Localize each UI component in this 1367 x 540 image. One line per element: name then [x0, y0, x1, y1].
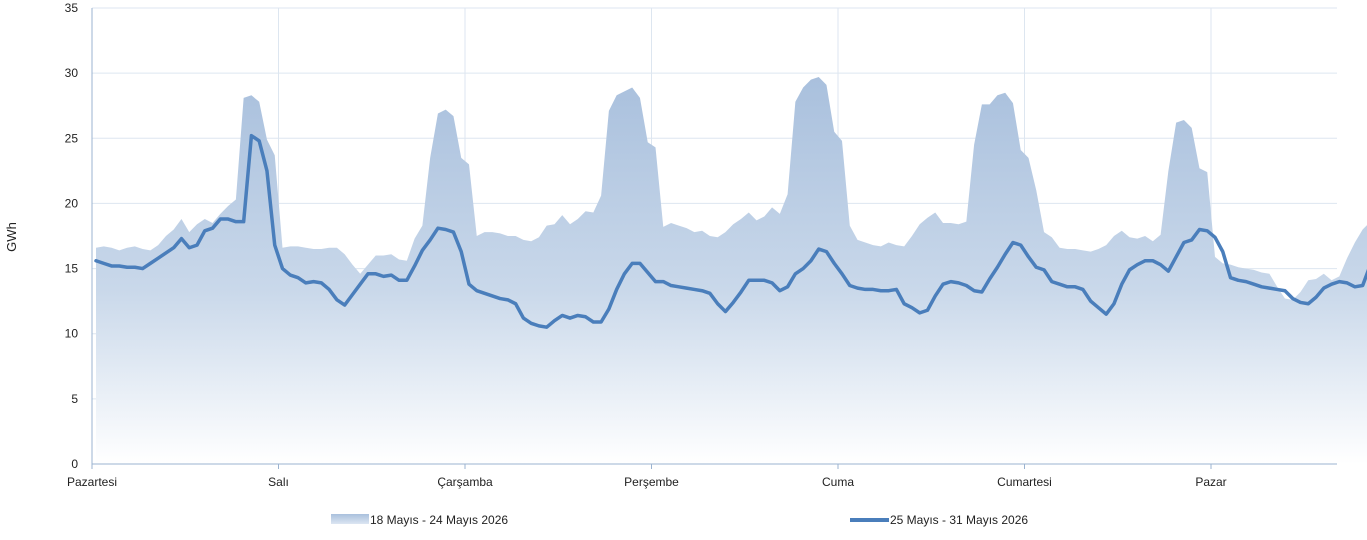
x-tick-label: Çarşamba [437, 475, 493, 489]
line-series-25-31-mayis [94, 133, 1367, 329]
y-tick-label: 10 [65, 327, 79, 341]
x-tick-label: Pazartesi [67, 475, 117, 489]
area-series-layer [96, 77, 1367, 464]
x-tick-label: Cuma [822, 475, 854, 489]
area-series-18-24-mayis [96, 77, 1367, 464]
line-series-layer [94, 133, 1367, 329]
legend-item-line: 25 Mayıs - 31 Mayıs 2026 [850, 513, 1028, 527]
y-tick-label: 5 [71, 392, 78, 406]
x-tick-label: Pazar [1195, 475, 1226, 489]
y-tick-label: 30 [65, 66, 79, 80]
legend: 18 Mayıs - 24 Mayıs 2026 25 Mayıs - 31 M… [331, 513, 1028, 527]
legend-swatch-area [331, 514, 369, 524]
y-axis-title: GWh [4, 222, 19, 252]
x-tick-label: Salı [268, 475, 289, 489]
legend-label-area: 18 Mayıs - 24 Mayıs 2026 [370, 513, 508, 527]
legend-item-area: 18 Mayıs - 24 Mayıs 2026 [331, 513, 508, 527]
y-tick-label: 35 [65, 1, 79, 15]
y-tick-label: 20 [65, 196, 79, 210]
y-tick-label: 25 [65, 131, 79, 145]
x-tick-label: Perşembe [624, 475, 679, 489]
y-tick-label: 15 [65, 262, 79, 276]
axes: 0 5 10 15 20 25 30 35 Pazartesi Salı Çarşamba Perşe… [65, 1, 1337, 489]
legend-label-line: 25 Mayıs - 31 Mayıs 2026 [890, 513, 1028, 527]
y-tick-label: 0 [71, 457, 78, 471]
x-tick-label: Cumartesi [997, 475, 1052, 489]
